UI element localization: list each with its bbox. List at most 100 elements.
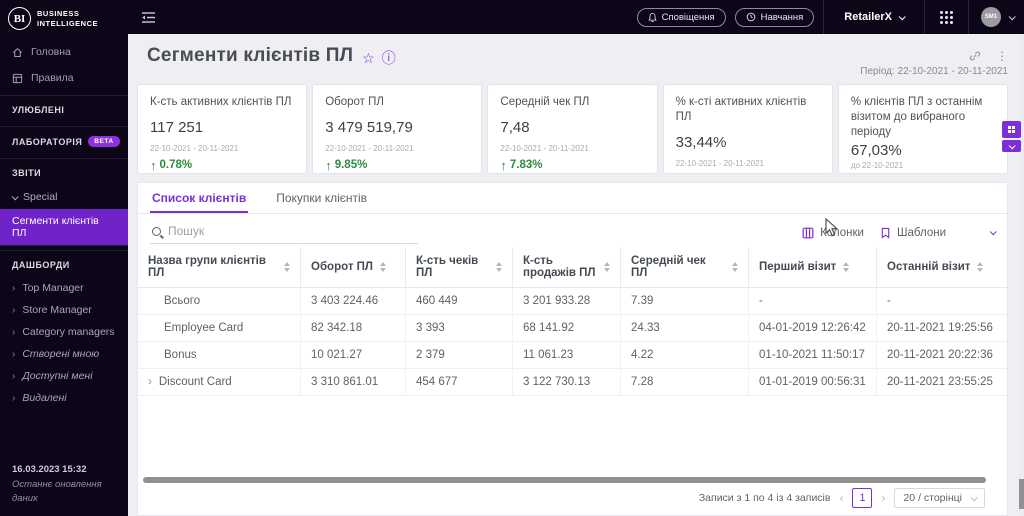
column-header-last-visit[interactable]: Останній візит xyxy=(877,247,1007,287)
chevron-right-icon: › xyxy=(12,348,16,360)
kpi-change: ↑ 0.78% xyxy=(150,157,193,173)
sidebar-item-home[interactable]: Головна xyxy=(0,39,128,65)
sidebar-item-rules[interactable]: Правила xyxy=(0,65,128,91)
notifications-button[interactable]: Сповіщення xyxy=(636,7,726,27)
tab-client-purchases[interactable]: Покупки клієнтів xyxy=(276,191,368,205)
column-header-turnover[interactable]: Оборот ПЛ xyxy=(301,247,406,287)
period-label: Період: 22-10-2021 - 20-11-2021 xyxy=(860,66,1008,77)
title-icons: ☆ ⓘ xyxy=(362,48,396,68)
sidebar-item-available-to-me[interactable]: › Доступні мені xyxy=(0,365,128,387)
chevron-right-icon: › xyxy=(12,370,16,382)
kpi-value: 33,44% xyxy=(675,133,727,151)
pagination-summary: Записи з 1 по 4 із 4 записів xyxy=(698,492,831,504)
kpi-card-last-visit-pct: % клієнтів ПЛ з останнім візитом до вибр… xyxy=(837,84,1009,174)
mouse-cursor xyxy=(825,218,839,237)
cell-last-visit: 20-11-2021 20:22:36 xyxy=(887,349,993,361)
sidebar-item-top-manager[interactable]: › Top Manager xyxy=(0,277,128,299)
table-toolbar: Колонки Шаблони xyxy=(138,214,1007,247)
apps-grid-button[interactable] xyxy=(925,0,968,34)
column-header-avg-check[interactable]: Середній чек ПЛ xyxy=(621,247,749,287)
account-menu[interactable]: SM1 xyxy=(969,0,1024,34)
content: Сегменти клієнтів ПЛ ☆ ⓘ ⋮ Період: 22-10… xyxy=(128,34,1024,516)
column-header-sales[interactable]: К-сть продажів ПЛ xyxy=(513,247,621,287)
sidebar-item-deleted[interactable]: › Видалені xyxy=(0,387,128,409)
notifications-label: Сповіщення xyxy=(661,11,715,23)
kpi-period: 22-10-2021 - 20-11-2021 xyxy=(325,143,414,153)
cell-checks: 3 393 xyxy=(406,315,513,341)
search-input[interactable] xyxy=(168,224,388,238)
floating-actions xyxy=(1002,121,1021,152)
bi-logo-icon: BI xyxy=(8,7,31,30)
dashboard-label: Category managers xyxy=(22,326,115,338)
info-icon[interactable]: ⓘ xyxy=(381,50,396,66)
header-right: ⋮ Період: 22-10-2021 - 20-11-2021 xyxy=(860,45,1008,77)
sidebar-item-created-by-me[interactable]: › Створені мною xyxy=(0,343,128,365)
dashboard-label: Видалені xyxy=(22,392,67,404)
vertical-scrollbar-thumb[interactable] xyxy=(1019,479,1024,509)
header-actions: ⋮ xyxy=(969,50,1008,62)
menu-fold-icon[interactable] xyxy=(141,11,156,24)
tab-client-list[interactable]: Список клієнтів xyxy=(150,183,249,213)
brand-name: BUSINESS INTELLIGENCE xyxy=(37,8,99,28)
up-arrow-icon: ↑ xyxy=(851,172,858,173)
tenant-name: RetailerX xyxy=(844,11,892,23)
cell-avg-check: 24.33 xyxy=(621,315,749,341)
up-arrow-icon: ↑ xyxy=(676,173,683,174)
cell-last-visit: - xyxy=(887,295,891,307)
horizontal-scrollbar[interactable] xyxy=(143,477,986,483)
laboratory-section-header: ЛАБОРАТОРІЯ BETA xyxy=(0,126,128,154)
up-arrow-icon: ↑ xyxy=(500,157,507,173)
dashboard-label: Доступні мені xyxy=(22,370,93,382)
column-header-group-name[interactable]: Назва групи клієнтів ПЛ xyxy=(138,247,301,287)
topbar: Сповіщення Навчання RetailerX SM1 xyxy=(128,0,1024,34)
cell-sales: 11 061.23 xyxy=(513,342,621,368)
cell-turnover: 82 342.18 xyxy=(301,315,406,341)
data-refresh-footer: 16.03.2023 15:32 Останнє оновлення даних xyxy=(0,453,128,516)
kebab-menu-icon[interactable]: ⋮ xyxy=(996,49,1008,63)
tenant-selector[interactable]: RetailerX xyxy=(824,0,924,34)
templates-button[interactable]: Шаблони xyxy=(880,227,946,239)
reports-section-header: ЗВІТИ xyxy=(0,158,128,185)
collapse-chevron-icon[interactable] xyxy=(989,228,997,236)
link-icon[interactable] xyxy=(969,50,981,62)
apps-grid-icon xyxy=(940,10,953,24)
rules-icon xyxy=(12,73,23,83)
expand-row-icon[interactable]: › xyxy=(148,376,152,388)
training-button[interactable]: Навчання xyxy=(734,7,815,27)
current-page-button[interactable]: 1 xyxy=(852,488,873,508)
divider xyxy=(823,0,825,34)
sort-icon xyxy=(732,262,738,272)
table-header: Назва групи клієнтів ПЛ Оборот ПЛ К-сть … xyxy=(138,247,1007,288)
report-group-special[interactable]: Special xyxy=(0,185,128,209)
column-header-first-visit[interactable]: Перший візит xyxy=(749,247,877,287)
kpi-value: 67,03% xyxy=(850,141,902,159)
report-group-label: Special xyxy=(23,191,58,203)
kpi-title: Оборот ПЛ xyxy=(325,96,384,108)
widget-settings-button[interactable] xyxy=(1002,121,1021,138)
page-size-select[interactable]: 20 / сторінці xyxy=(894,488,985,508)
chevron-right-icon: › xyxy=(12,282,16,294)
page-header: Сегменти клієнтів ПЛ ☆ ⓘ ⋮ Період: 22-10… xyxy=(137,34,1008,77)
divider xyxy=(924,0,925,34)
favorite-star-icon[interactable]: ☆ xyxy=(362,49,375,66)
collapse-kpi-button[interactable] xyxy=(1002,140,1021,152)
vertical-scrollbar-track[interactable] xyxy=(1019,34,1024,516)
sidebar-item-store-manager[interactable]: › Store Manager xyxy=(0,299,128,321)
kpi-title: % клієнтів ПЛ з останнім візитом до вибр… xyxy=(850,96,983,138)
cell-last-visit: 20-11-2021 19:25:56 xyxy=(887,322,993,334)
table-row-discount-card: › Discount Card 3 310 861.01 454 677 3 1… xyxy=(138,369,1007,396)
kpi-title: Середній чек ПЛ xyxy=(500,96,590,108)
sidebar-item-category-managers[interactable]: › Category managers xyxy=(0,321,128,343)
chevron-right-icon: › xyxy=(12,326,16,338)
cell-avg-check: 7.28 xyxy=(621,369,749,395)
kpi-value: 3 479 519,79 xyxy=(325,118,413,136)
pagination: Записи з 1 по 4 із 4 записів ‹ 1 › 20 / … xyxy=(699,488,985,508)
prev-page-button[interactable]: ‹ xyxy=(839,491,844,505)
chevron-down-icon xyxy=(970,493,978,501)
column-header-checks[interactable]: К-сть чеків ПЛ xyxy=(406,247,513,287)
sidebar-item-segments-selected[interactable]: Сегменти клієнтів ПЛ xyxy=(0,209,128,246)
cell-checks: 460 449 xyxy=(406,288,513,314)
search-icon xyxy=(152,226,161,236)
chevron-right-icon: › xyxy=(12,392,16,404)
next-page-button[interactable]: › xyxy=(881,491,886,505)
